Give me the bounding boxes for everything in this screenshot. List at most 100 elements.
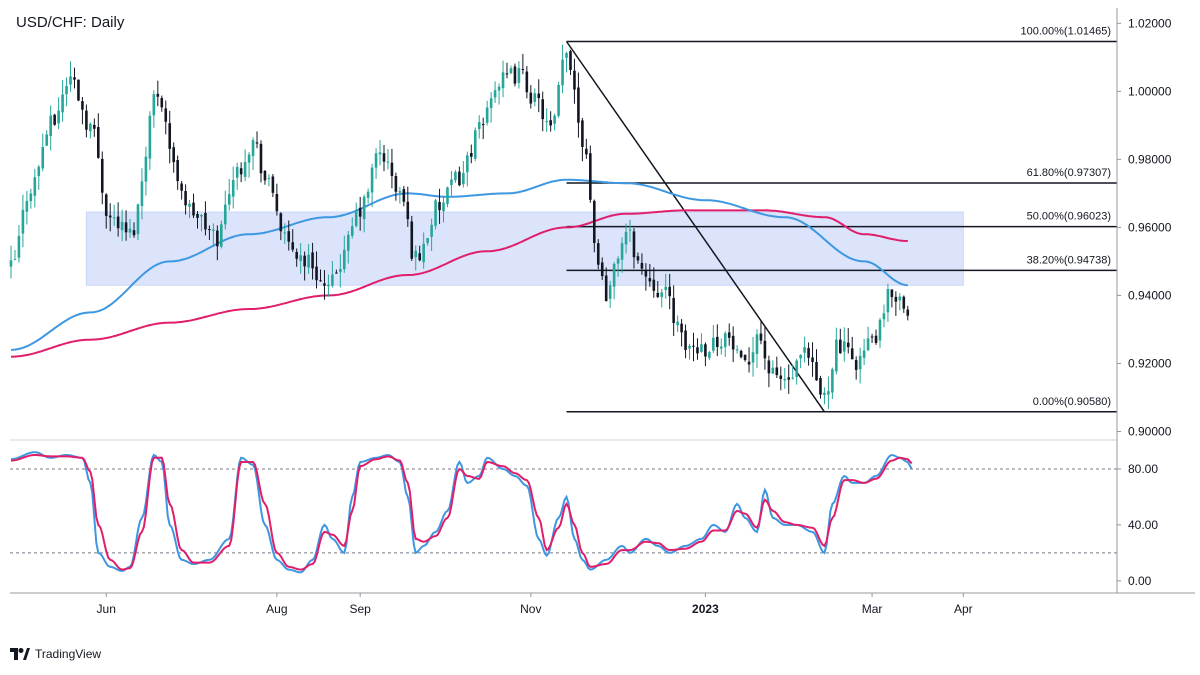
candle-body[interactable] [624,231,628,245]
candle-body[interactable] [612,263,616,287]
candle-body[interactable] [902,296,906,309]
candle-body[interactable] [152,94,156,116]
candle-body[interactable] [77,79,80,101]
candle-body[interactable] [513,66,517,84]
candle-body[interactable] [339,268,342,273]
candle-body[interactable] [688,345,691,349]
candle-body[interactable] [422,243,425,263]
candle-body[interactable] [446,187,449,204]
candle-body[interactable] [497,86,501,91]
candle-body[interactable] [561,59,564,86]
candle-body[interactable] [13,259,17,261]
candle-body[interactable] [866,338,870,351]
candle-body[interactable] [684,330,687,350]
candle-body[interactable] [640,262,644,269]
candle-body[interactable] [402,189,406,202]
stochastic-d-line[interactable] [10,454,913,571]
candle-body[interactable] [144,156,148,182]
candle-body[interactable] [255,142,259,144]
sma-fast-line[interactable] [10,178,908,351]
candle-body[interactable] [442,202,445,212]
candle-body[interactable] [719,346,723,349]
candle-body[interactable] [89,123,92,132]
candle-body[interactable] [49,115,52,137]
candle-body[interactable] [216,230,219,247]
candle-body[interactable] [787,377,791,380]
candle-body[interactable] [652,279,656,291]
candle-body[interactable] [69,76,72,85]
candle-body[interactable] [743,354,747,361]
candle-body[interactable] [307,254,310,268]
candle-body[interactable] [247,154,251,163]
candle-body[interactable] [275,193,279,212]
candle-body[interactable] [160,97,164,108]
candle-body[interactable] [882,313,886,320]
candle-body[interactable] [220,224,223,247]
candle-body[interactable] [299,255,302,261]
candle-body[interactable] [755,334,759,354]
candle-body[interactable] [41,147,45,169]
candle-body[interactable] [672,298,675,323]
candle-body[interactable] [839,339,842,354]
stochastic-pane[interactable] [10,451,1117,574]
candle-body[interactable] [386,161,390,163]
candle-body[interactable] [890,289,894,298]
candle-body[interactable] [259,143,263,174]
candle-body[interactable] [608,285,612,299]
candle-body[interactable] [354,209,358,226]
candle-body[interactable] [239,168,243,175]
candle-body[interactable] [176,159,179,182]
candle-body[interactable] [21,209,25,234]
candle-body[interactable] [521,69,525,71]
candle-body[interactable] [489,98,493,109]
candle-body[interactable] [846,342,850,348]
candle-body[interactable] [565,53,568,58]
candle-body[interactable] [406,201,410,220]
fib-trendline[interactable] [565,41,826,413]
candle-body[interactable] [533,93,537,102]
candle-body[interactable] [104,194,108,216]
candle-body[interactable] [585,148,588,155]
candle-body[interactable] [815,362,818,381]
candle-body[interactable] [414,250,418,258]
candle-body[interactable] [827,391,830,395]
candle-body[interactable] [819,378,822,395]
candle-body[interactable] [172,147,175,163]
candle-body[interactable] [842,341,846,352]
candle-body[interactable] [378,152,382,155]
candle-body[interactable] [17,235,21,258]
candle-body[interactable] [795,360,798,377]
candle-body[interactable] [65,85,68,95]
candle-body[interactable] [136,204,140,235]
candle-body[interactable] [569,51,572,70]
candle-body[interactable] [430,224,433,237]
candle-body[interactable] [366,191,370,198]
candle-body[interactable] [811,357,814,363]
candle-body[interactable] [398,191,402,193]
candle-body[interactable] [791,377,794,379]
candle-body[interactable] [545,121,548,123]
candle-body[interactable] [712,337,715,351]
candle-body[interactable] [537,93,541,99]
candle-body[interactable] [112,217,116,219]
candle-body[interactable] [656,292,660,297]
candle-body[interactable] [458,171,461,186]
candle-body[interactable] [767,360,771,374]
candle-body[interactable] [370,167,374,193]
candle-body[interactable] [148,115,152,159]
candle-body[interactable] [854,360,858,370]
candle-body[interactable] [358,207,362,217]
candle-body[interactable] [716,336,719,347]
candle-body[interactable] [592,200,596,243]
candle-body[interactable] [267,177,271,179]
candle-body[interactable] [335,272,338,274]
candle-body[interactable] [235,166,239,178]
candle-body[interactable] [180,183,183,191]
candle-body[interactable] [668,286,671,297]
candle-body[interactable] [231,180,235,197]
time-axis[interactable]: Jun Aug Sep Nov 2023 Mar Apr [97,593,973,616]
candle-body[interactable] [418,253,422,261]
candle-body[interactable] [708,352,711,358]
candle-body[interactable] [454,171,457,181]
candle-body[interactable] [73,77,76,80]
